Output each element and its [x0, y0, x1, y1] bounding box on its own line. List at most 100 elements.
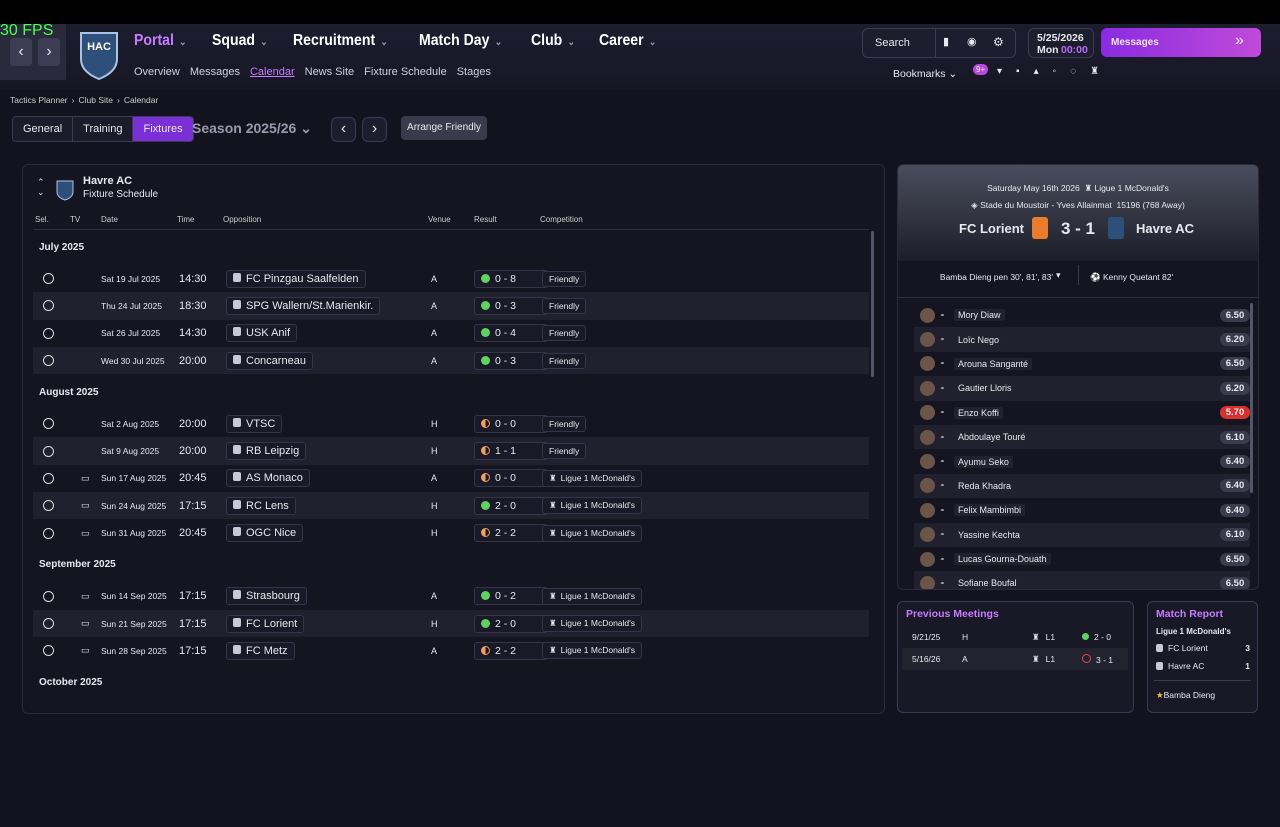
opposition[interactable]: FC Pinzgau Saalfelden — [226, 269, 366, 288]
prev-season[interactable]: ‹ — [331, 117, 356, 142]
player-row[interactable]: ◓ Enzo Koffi 5.70 — [914, 401, 1250, 425]
result[interactable]: 2 - 2 — [474, 524, 548, 543]
select-radio[interactable] — [43, 527, 54, 539]
tab[interactable]: Training — [72, 117, 133, 141]
messages-button[interactable]: Messages » — [1101, 28, 1261, 57]
opposition[interactable]: RB Leipzig — [226, 442, 307, 461]
season-selector[interactable]: Season 2025/26 ⌄ — [192, 120, 312, 136]
match-report[interactable]: Match Report Ligue 1 McDonald's FC Lorie… — [1147, 601, 1258, 713]
competition[interactable]: Friendly — [542, 325, 587, 342]
fixture-row[interactable]: Wed 30 Jul 2025 20:00 Concarneau A 0 - 3 Frie… — [33, 346, 869, 375]
column-header[interactable]: Date — [101, 215, 118, 224]
select-radio[interactable] — [43, 300, 54, 312]
column-header[interactable]: Result — [474, 215, 497, 224]
player-row[interactable]: ◓ Arouna Sanganté 6.50 — [914, 352, 1250, 376]
meeting-row[interactable]: 9/21/25 H ♜ L1 2 - 0 — [902, 626, 1128, 648]
result[interactable]: 2 - 2 — [474, 641, 548, 660]
competition[interactable]: ♜ Ligue 1 McDonald's — [542, 497, 643, 515]
tab[interactable]: Fixtures — [132, 117, 193, 141]
player-row[interactable]: ◓ Reda Khadra 6.40 — [914, 473, 1250, 499]
player-row[interactable]: ◓ Gautier Lloris 6.20 — [914, 376, 1250, 401]
globe-icon[interactable]: ◉ — [967, 36, 977, 48]
select-radio[interactable] — [43, 273, 54, 285]
result[interactable]: 2 - 0 — [474, 496, 548, 515]
fixture-row[interactable]: ▭ Sun 24 Aug 2025 17:15 RC Lens H 2 - 0 ♜ Ligue… — [33, 492, 869, 520]
bookmark-icon[interactable]: ▮ — [943, 36, 950, 48]
select-radio[interactable] — [43, 645, 54, 657]
opposition[interactable]: Concarneau — [226, 351, 313, 370]
result[interactable]: 0 - 8 — [474, 269, 548, 288]
result[interactable]: 2 - 0 — [474, 614, 548, 633]
fixture-row[interactable]: Sat 19 Jul 2025 14:30 FC Pinzgau Saalfelde… — [33, 265, 869, 292]
next-season[interactable]: › — [362, 117, 387, 142]
settings-icon[interactable]: ⚙ — [993, 35, 1004, 49]
opposition[interactable]: VTSC — [226, 414, 283, 433]
breadcrumb-item[interactable]: Club Site — [78, 95, 113, 105]
player-row[interactable]: ◓ Lucas Gourna-Douath 6.50 — [914, 547, 1250, 571]
forward-button[interactable]: › — [38, 38, 60, 66]
nav-item[interactable]: Portal ⌄ — [134, 32, 187, 50]
sub-nav-item[interactable]: Fixture Schedule — [364, 66, 447, 78]
fixture-row[interactable]: ▭ Sun 14 Sep 2025 17:15 Strasbourg A 0 - 2 ♜ Li… — [33, 583, 869, 610]
result[interactable]: 0 - 0 — [474, 414, 548, 433]
result[interactable]: 0 - 3 — [474, 351, 548, 370]
opposition[interactable]: USK Anif — [226, 324, 298, 343]
sub-nav-item[interactable]: Stages — [456, 66, 491, 78]
back-button[interactable]: ‹ — [10, 38, 32, 66]
fixture-row[interactable]: ▭ Sun 28 Sep 2025 17:15 FC Metz A 2 - 2 ♜ Ligue… — [33, 637, 869, 664]
select-radio[interactable] — [43, 472, 54, 484]
opposition[interactable]: SPG Wallern/St.Marienkir. — [226, 296, 381, 315]
player-row[interactable]: ◓ Ayumu Seko 6.40 — [914, 449, 1250, 473]
column-header[interactable]: Venue — [428, 215, 451, 224]
player-row[interactable]: ◓ Felix Mambimbi 6.40 — [914, 498, 1250, 522]
select-radio[interactable] — [43, 418, 54, 430]
opposition[interactable]: RC Lens — [226, 496, 296, 515]
result[interactable]: 0 - 4 — [474, 324, 548, 343]
result[interactable]: 0 - 0 — [474, 469, 548, 488]
competition[interactable]: Friendly — [542, 270, 587, 287]
result[interactable]: 1 - 1 — [474, 442, 548, 461]
nav-item[interactable]: Squad ⌄ — [212, 32, 268, 50]
fixture-row[interactable]: ▭ Sun 31 Aug 2025 20:45 OGC Nice H 2 - 2 ♜ Ligu… — [33, 519, 869, 546]
column-header[interactable]: TV — [70, 215, 81, 224]
sub-nav-item[interactable]: News Site — [304, 66, 355, 78]
nav-item[interactable]: Recruitment ⌄ — [293, 32, 388, 50]
column-header[interactable]: Sel. — [35, 215, 49, 224]
bookmarks-menu[interactable]: Bookmarks ⌄ — [893, 68, 958, 80]
select-radio[interactable] — [43, 500, 54, 512]
player-row[interactable]: ◓ Yassine Kechta 6.10 — [914, 522, 1250, 547]
select-radio[interactable] — [43, 618, 54, 630]
opposition[interactable]: Strasbourg — [226, 587, 307, 606]
player-row[interactable]: ◓ Loïc Nego 6.20 — [914, 327, 1250, 352]
notification-badge[interactable]: 9+ — [973, 64, 989, 75]
competition[interactable]: Friendly — [542, 352, 587, 369]
competition[interactable]: ♜ Ligue 1 McDonald's — [542, 587, 643, 605]
sub-nav-item[interactable]: Calendar — [249, 66, 295, 78]
meeting-row[interactable]: 5/16/26 A ♜ L1 3 - 1 — [902, 648, 1128, 670]
fixture-row[interactable]: Sat 2 Aug 2025 20:00 VTSC H 0 - 0 Friendly — [33, 410, 869, 437]
search-button[interactable]: Search — [875, 37, 910, 49]
competition[interactable]: Friendly — [542, 443, 587, 460]
fixture-row[interactable]: ▭ Sun 21 Sep 2025 17:15 FC Lorient H 2 - 0 ♜ Li… — [33, 609, 869, 638]
sub-nav-item[interactable]: Overview — [134, 66, 180, 78]
opposition[interactable]: FC Lorient — [226, 614, 305, 633]
column-header[interactable]: Time — [177, 215, 195, 224]
competition[interactable]: Friendly — [542, 415, 587, 432]
competition[interactable]: ♜ Ligue 1 McDonald's — [542, 469, 643, 487]
opposition[interactable]: OGC Nice — [226, 524, 304, 543]
player-row[interactable]: ◓ Mory Diaw 6.50 — [914, 303, 1250, 327]
breadcrumb-item[interactable]: Calendar — [123, 95, 159, 105]
fixture-row[interactable]: Thu 24 Jul 2025 18:30 SPG Wallern/St.Marie… — [33, 292, 869, 320]
competition[interactable]: Friendly — [542, 297, 587, 314]
sub-nav-item[interactable]: Messages — [189, 66, 240, 78]
nav-item[interactable]: Match Day ⌄ — [419, 32, 502, 50]
select-radio[interactable] — [43, 590, 54, 602]
competition[interactable]: ♜ Ligue 1 McDonald's — [542, 524, 643, 542]
column-header[interactable]: Competition — [540, 215, 583, 224]
fixture-row[interactable]: Sat 26 Jul 2025 14:30 USK Anif A 0 - 4 Friend… — [33, 320, 869, 347]
column-header[interactable]: Opposition — [223, 215, 262, 224]
result[interactable]: 0 - 3 — [474, 296, 548, 315]
arrange-friendly-button[interactable]: Arrange Friendly — [401, 116, 487, 140]
nav-item[interactable]: Club ⌄ — [531, 32, 575, 50]
nav-item[interactable]: Career ⌄ — [599, 32, 656, 50]
